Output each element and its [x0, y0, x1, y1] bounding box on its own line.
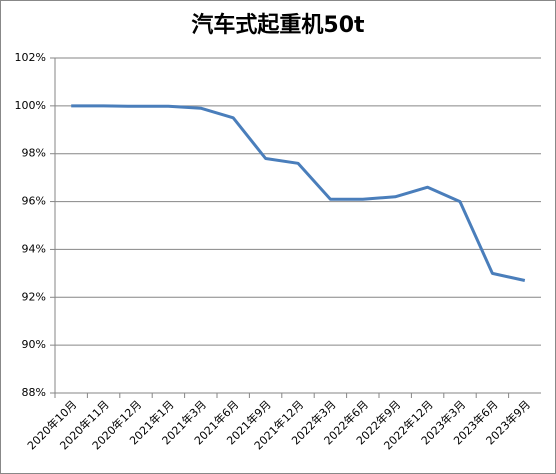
y-tick-label: 96%	[22, 195, 46, 208]
series-line	[71, 104, 526, 282]
chart-title: 汽车式起重机50t	[191, 12, 365, 38]
y-tick-label: 94%	[22, 242, 46, 255]
y-tick-label: 98%	[22, 147, 46, 160]
y-tick-label: 90%	[22, 338, 46, 351]
y-tick-label: 88%	[22, 386, 46, 399]
y-tick-label: 92%	[22, 290, 46, 303]
y-tick-label: 100%	[15, 99, 46, 112]
y-tick-label: 102%	[15, 51, 46, 64]
